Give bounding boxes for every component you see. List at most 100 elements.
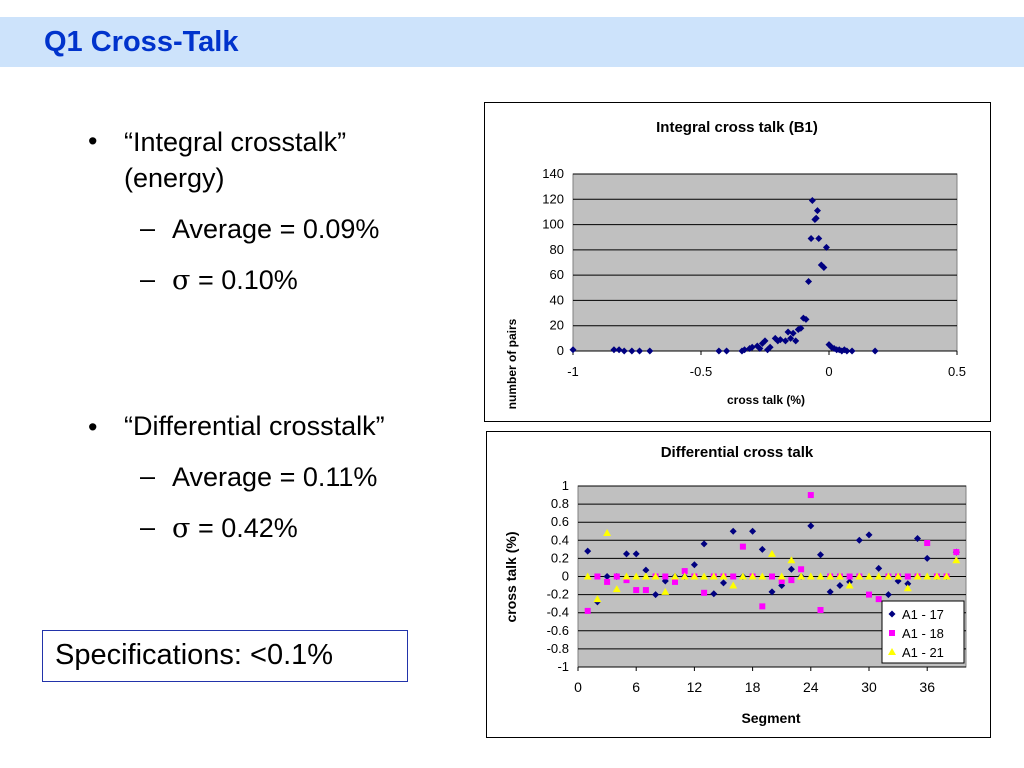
- data-point: [642, 566, 650, 574]
- y-tick-label: 0.4: [551, 532, 569, 547]
- data-point: [778, 578, 785, 585]
- data-point: [817, 551, 824, 559]
- x-tick-label: 6: [632, 679, 640, 695]
- data-point: [871, 347, 879, 355]
- y-tick-label: -0.2: [547, 587, 569, 602]
- data-point: [730, 573, 737, 580]
- data-point: [807, 522, 815, 530]
- data-point: [942, 572, 951, 580]
- data-point: [758, 572, 767, 580]
- data-point: [652, 591, 660, 599]
- y-tick-label: 80: [550, 242, 564, 257]
- data-point: [623, 550, 630, 558]
- data-point: [894, 572, 903, 580]
- data-point: [622, 572, 631, 580]
- x-axis-label: Segment: [741, 710, 800, 726]
- data-point: [822, 243, 830, 251]
- x-tick-label: 18: [745, 679, 761, 695]
- data-point: [701, 589, 708, 596]
- data-point: [729, 527, 737, 535]
- sub-bullet-dash: –: [140, 512, 156, 542]
- bullet-list: • “Integral crosstalk” (energy) – Averag…: [0, 0, 470, 768]
- data-point: [778, 582, 786, 590]
- data-point: [748, 343, 756, 351]
- x-axis-label: cross talk (%): [727, 393, 805, 407]
- data-point: [807, 492, 814, 499]
- data-point: [815, 234, 823, 242]
- data-point: [739, 543, 746, 550]
- data-point: [828, 343, 836, 351]
- data-point: [904, 573, 911, 580]
- data-point: [884, 572, 893, 580]
- spec-text: Specifications: <0.1%: [55, 639, 334, 671]
- data-point: [865, 531, 873, 539]
- data-point: [789, 329, 797, 337]
- data-point: [594, 573, 601, 580]
- data-point: [806, 572, 815, 580]
- title-bar: [0, 17, 1024, 67]
- data-point: [584, 607, 591, 614]
- data-point: [680, 572, 689, 580]
- integral-sigma-value: = 0.10%: [190, 265, 298, 295]
- data-point: [756, 344, 764, 352]
- data-point: [799, 314, 807, 322]
- x-tick-label: 36: [919, 679, 935, 695]
- differential-average: Average = 0.11%: [172, 462, 378, 492]
- data-point: [681, 568, 688, 575]
- data-point: [784, 328, 792, 336]
- data-point: [738, 572, 747, 580]
- data-point: [884, 591, 892, 599]
- data-point: [866, 591, 872, 598]
- data-point: [642, 587, 649, 594]
- data-point: [805, 277, 813, 285]
- data-point: [794, 326, 802, 334]
- y-tick-label: 60: [550, 267, 564, 282]
- data-point: [826, 588, 834, 596]
- data-point: [874, 572, 883, 580]
- data-point: [690, 572, 699, 580]
- data-point: [632, 572, 641, 580]
- data-point: [923, 554, 931, 562]
- data-point: [792, 337, 800, 345]
- data-point: [836, 582, 844, 590]
- y-tick-label: 140: [542, 166, 564, 181]
- data-point: [826, 572, 835, 580]
- bullet-integral-line1: “Integral crosstalk”: [124, 127, 347, 157]
- y-tick-label: 0.2: [551, 550, 569, 565]
- data-point: [855, 536, 863, 544]
- data-point: [636, 347, 644, 355]
- x-tick-label: -0.5: [690, 364, 712, 379]
- differential-sigma: σ = 0.42%: [172, 510, 298, 547]
- data-point: [603, 573, 611, 580]
- x-tick-label: 0: [825, 364, 832, 379]
- data-point: [776, 336, 784, 344]
- y-axis-label: cross talk (%): [503, 531, 519, 622]
- sigma-symbol: σ: [172, 265, 191, 296]
- data-point: [715, 347, 723, 355]
- data-point: [761, 337, 769, 345]
- data-point: [641, 572, 650, 580]
- data-point: [710, 590, 718, 598]
- data-point: [615, 346, 623, 354]
- y-tick-label: 0.8: [551, 496, 569, 511]
- data-point: [700, 572, 709, 580]
- y-tick-label: 100: [542, 217, 564, 232]
- data-point: [690, 561, 698, 569]
- integral-crosstalk-chart: Integral cross talk (B1) 0 20 40 60 80 100 120…: [484, 102, 991, 422]
- data-point: [808, 197, 816, 205]
- data-point: [709, 572, 718, 580]
- x-tick-label: -1: [567, 364, 579, 379]
- data-point: [628, 347, 636, 355]
- legend-marker: [889, 630, 895, 636]
- data-point: [903, 584, 912, 592]
- data-point: [913, 572, 922, 580]
- data-point: [932, 572, 941, 580]
- x-tick-label: 30: [861, 679, 877, 695]
- legend-marker: [888, 610, 896, 618]
- data-point: [855, 572, 864, 580]
- data-point: [672, 578, 678, 585]
- sub-bullet-dash: –: [140, 461, 156, 491]
- data-point: [787, 334, 795, 342]
- data-point: [848, 347, 856, 355]
- bullet-integral-line2: (energy): [124, 163, 225, 193]
